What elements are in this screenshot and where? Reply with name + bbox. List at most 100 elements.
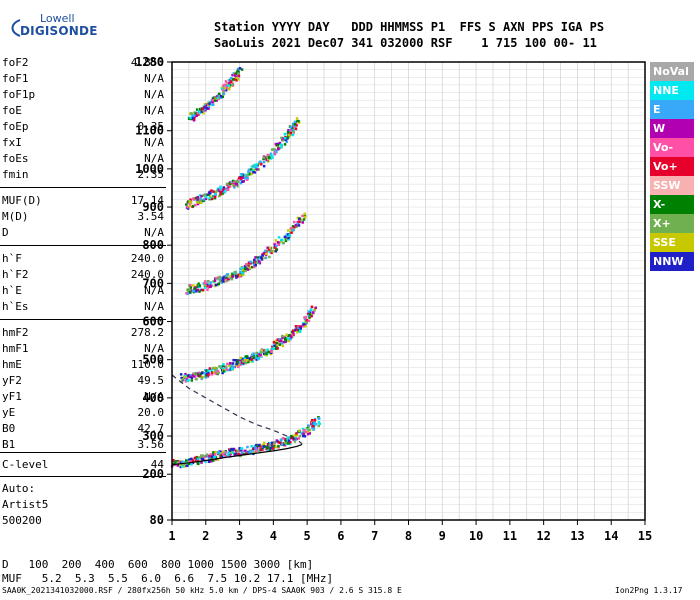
x-tick-label: 7 <box>371 529 378 543</box>
echo-dot <box>276 347 279 350</box>
param-row-14: h`Es N/A <box>2 300 164 314</box>
echo-dot <box>243 177 247 180</box>
echo-dot <box>251 356 254 359</box>
echo-dot <box>237 273 240 276</box>
echo-dot <box>218 277 222 281</box>
echo-dot <box>215 370 218 373</box>
echo-dot <box>181 460 184 463</box>
param-value: 278.2 <box>130 326 164 339</box>
param-key: h`Es <box>2 300 29 313</box>
echo-dot <box>206 288 209 291</box>
echo-dot <box>203 371 206 375</box>
echo-dot <box>197 282 200 285</box>
echo-dot <box>256 261 259 265</box>
echo-dot <box>270 249 273 253</box>
echo-dot <box>261 443 265 447</box>
echo-dot <box>208 367 212 370</box>
echo-dot <box>282 443 286 446</box>
echo-dot <box>268 154 271 157</box>
echo-dot <box>239 274 242 277</box>
echo-dot <box>227 87 231 91</box>
echo-dot <box>312 311 315 314</box>
echo-dot <box>260 351 263 354</box>
echo-dot <box>290 129 293 132</box>
echo-dot <box>309 308 313 311</box>
echo-dot <box>303 429 306 432</box>
echo-dot <box>252 356 256 360</box>
echo-dot <box>217 188 221 191</box>
echo-dot <box>244 449 247 453</box>
echo-dot <box>231 73 234 77</box>
echo-dot <box>222 451 225 454</box>
echo-dot <box>267 158 270 161</box>
echo-dot <box>196 111 200 115</box>
echo-dot <box>276 338 279 341</box>
echo-dot <box>188 462 191 465</box>
echo-dot <box>245 355 249 358</box>
muf-label: MUF <box>2 572 22 585</box>
echo-dot <box>209 285 212 288</box>
echo-dot <box>268 250 271 253</box>
echo-dot <box>187 374 191 377</box>
echo-dot <box>254 264 257 267</box>
param-row-8: MUF(D) 17.14 <box>2 194 164 208</box>
echo-dot <box>227 451 230 454</box>
echo-dot <box>199 456 203 459</box>
echo-dot <box>281 139 285 142</box>
echo-dot <box>244 269 247 273</box>
echo-dot <box>287 339 291 343</box>
x-tick-label: 13 <box>570 529 584 543</box>
echo-dot <box>228 81 231 85</box>
echo-dot <box>284 340 288 343</box>
echo-dot <box>261 254 264 257</box>
echo-dot <box>231 451 235 454</box>
x-tick-label: 9 <box>439 529 446 543</box>
echo-dot <box>235 362 239 366</box>
param-key: h`F2 <box>2 268 29 281</box>
echo-dot <box>222 277 225 281</box>
distance-label: D <box>2 558 9 571</box>
echo-dot <box>314 423 318 426</box>
echo-dot <box>243 267 247 270</box>
echo-dot <box>286 234 290 237</box>
echo-dot <box>189 288 192 291</box>
echo-dot <box>271 148 275 151</box>
echo-dot <box>186 206 189 209</box>
echo-dot <box>276 144 279 147</box>
echo-dot <box>208 456 211 460</box>
echo-dot <box>213 99 217 102</box>
y-tick-label: 200 <box>142 467 164 481</box>
param-key: B0 <box>2 422 16 435</box>
echo-dot <box>266 246 269 249</box>
echo-dot <box>224 89 228 92</box>
echo-dot <box>234 449 238 453</box>
echo-dot <box>258 443 261 447</box>
echo-dot <box>268 442 272 445</box>
echo-dot <box>220 95 223 98</box>
echo-dot <box>283 441 286 445</box>
y-tick-label: 400 <box>142 391 164 405</box>
echo-dot <box>222 92 226 95</box>
echo-dot <box>295 225 298 228</box>
echo-dot <box>277 441 281 444</box>
echo-dot <box>221 192 224 195</box>
echo-dot <box>209 281 213 284</box>
param-value: 4.850 <box>130 56 164 69</box>
echo-dot <box>201 454 205 457</box>
echo-dot <box>246 359 249 362</box>
echo-dot <box>280 341 283 344</box>
echo-dot <box>313 309 316 312</box>
echo-dot <box>307 310 311 313</box>
echo-dot <box>299 327 302 330</box>
echo-dot <box>248 171 251 174</box>
echo-dot <box>284 437 287 441</box>
param-value: 44 <box>150 458 164 471</box>
muf-row: MUF 5.2 5.3 5.5 6.0 6.6 7.5 10.2 17.1 [M… <box>2 572 333 585</box>
echo-dot <box>189 116 192 120</box>
param-value: 3.54 <box>137 210 165 223</box>
echo-dot <box>235 276 238 279</box>
echo-dot <box>207 460 211 463</box>
param-row-2: foF1p N/A <box>2 88 164 102</box>
echo-dot <box>254 356 258 359</box>
echo-dot <box>242 362 245 365</box>
